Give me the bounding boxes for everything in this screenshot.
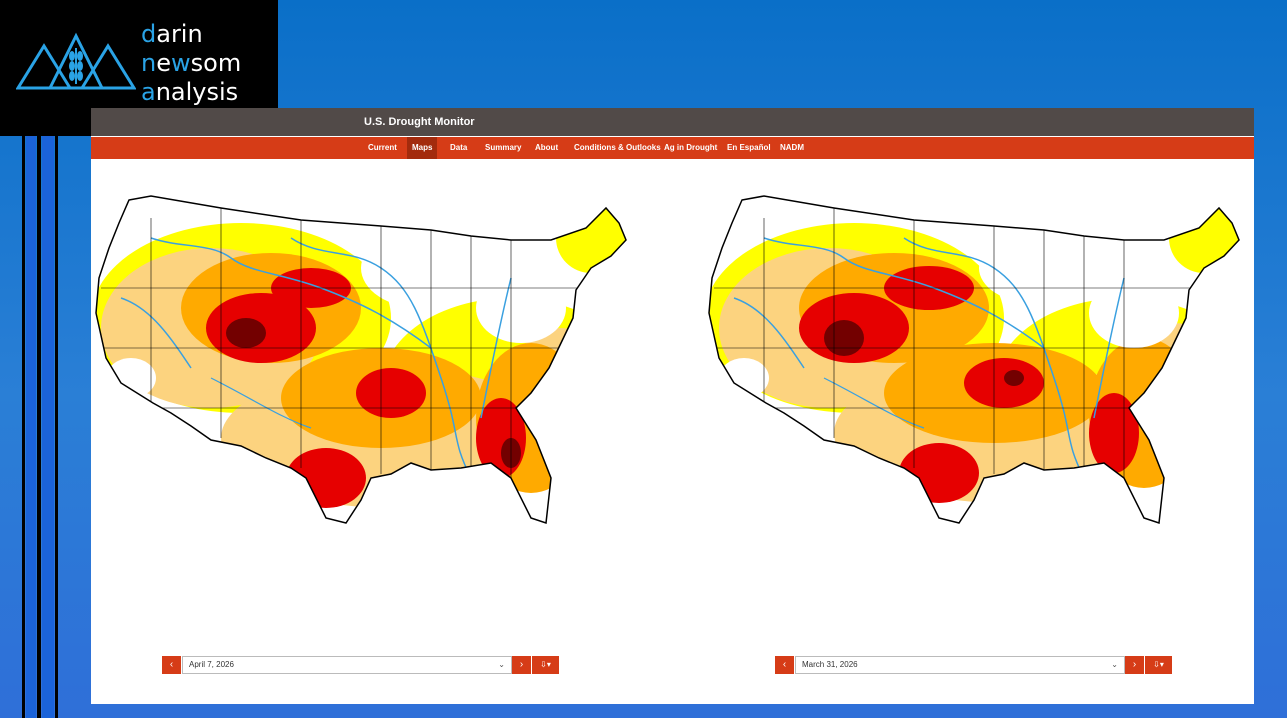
download-icon: ⇩▾ [540,660,551,669]
brand-wordmark: darin newsom analysis [141,20,242,106]
chevron-down-icon: ⌄ [1111,660,1118,669]
chevron-right-icon: › [519,659,524,670]
chevron-down-icon: ⌄ [498,660,505,669]
nav-data[interactable]: Data [450,143,468,152]
mountain-logo-icon [16,32,136,90]
nav-about[interactable]: About [535,143,559,152]
site-header: U.S. Drought Monitor [91,108,1254,136]
selected-date: April 7, 2026 [189,660,234,669]
chevron-left-icon: ‹ [782,659,787,670]
nav-summary[interactable]: Summary [485,143,522,152]
next-date-button[interactable]: › [1125,656,1144,674]
decor-bar [42,136,54,718]
download-button[interactable]: ⇩▾ [532,656,559,674]
date-dropdown[interactable]: April 7, 2026 ⌄ [182,656,512,674]
date-dropdown[interactable]: March 31, 2026 ⌄ [795,656,1125,674]
main-nav: Current Maps Data Summary About Conditio… [91,137,1254,159]
drought-map-previous [708,195,1240,525]
nav-current[interactable]: Current [368,143,397,152]
prev-date-button[interactable]: ‹ [775,656,794,674]
decor-bar [22,136,25,718]
nav-nadm[interactable]: NADM [780,143,804,152]
nav-ag-in-drought[interactable]: Ag in Drought [664,143,718,152]
prev-date-button[interactable]: ‹ [162,656,181,674]
chevron-right-icon: › [1132,659,1137,670]
selected-date: March 31, 2026 [802,660,858,669]
site-title[interactable]: U.S. Drought Monitor [364,116,475,128]
next-date-button[interactable]: › [512,656,531,674]
chevron-left-icon: ‹ [169,659,174,670]
download-icon: ⇩▾ [1153,660,1164,669]
drought-monitor-screenshot: U.S. Drought Monitor Current Maps Data S… [91,108,1254,704]
decor-bar [26,136,36,718]
nav-en-espanol[interactable]: En Español [727,143,771,152]
drought-map-current [95,195,627,525]
download-button[interactable]: ⇩▾ [1145,656,1172,674]
nav-conditions-outlooks[interactable]: Conditions & Outlooks [574,143,661,152]
nav-maps[interactable]: Maps [407,137,438,159]
decor-bar [37,136,41,718]
decor-bar [55,136,58,718]
